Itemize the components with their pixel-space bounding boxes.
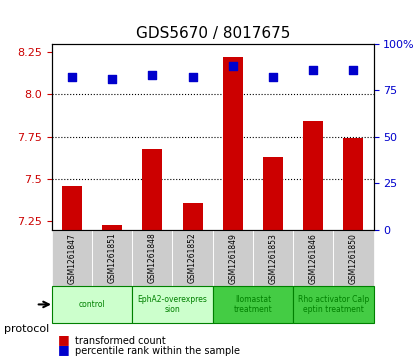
Text: Rho activator Calp
eptin treatment: Rho activator Calp eptin treatment xyxy=(298,295,369,314)
Point xyxy=(109,76,115,82)
Point xyxy=(189,74,196,80)
Text: GSM1261852: GSM1261852 xyxy=(188,233,197,284)
Text: GSM1261851: GSM1261851 xyxy=(107,233,117,284)
FancyBboxPatch shape xyxy=(52,230,92,286)
FancyBboxPatch shape xyxy=(253,230,293,286)
Text: EphA2-overexpres
sion: EphA2-overexpres sion xyxy=(137,295,208,314)
FancyBboxPatch shape xyxy=(52,286,132,323)
Bar xyxy=(303,122,323,230)
Bar xyxy=(343,138,364,230)
Bar xyxy=(102,225,122,230)
Text: Ilomastat
treatment: Ilomastat treatment xyxy=(234,295,272,314)
Point xyxy=(149,72,156,78)
Text: GSM1261847: GSM1261847 xyxy=(68,233,76,284)
Text: GSM1261846: GSM1261846 xyxy=(309,233,318,284)
Text: ■: ■ xyxy=(58,333,70,346)
FancyBboxPatch shape xyxy=(333,230,374,286)
FancyBboxPatch shape xyxy=(132,230,173,286)
FancyBboxPatch shape xyxy=(173,230,213,286)
Bar xyxy=(223,57,243,230)
Text: transformed count: transformed count xyxy=(75,336,166,346)
Text: protocol: protocol xyxy=(4,323,49,334)
FancyBboxPatch shape xyxy=(293,230,333,286)
Text: GSM1261848: GSM1261848 xyxy=(148,233,157,284)
FancyBboxPatch shape xyxy=(213,230,253,286)
Point xyxy=(310,67,317,73)
Bar xyxy=(142,148,162,230)
Text: GSM1261849: GSM1261849 xyxy=(228,233,237,284)
Text: GSM1261853: GSM1261853 xyxy=(269,233,278,284)
FancyBboxPatch shape xyxy=(293,286,374,323)
FancyBboxPatch shape xyxy=(132,286,213,323)
Text: GSM1261850: GSM1261850 xyxy=(349,233,358,284)
FancyBboxPatch shape xyxy=(92,230,132,286)
Bar xyxy=(62,186,82,230)
Point xyxy=(270,74,276,80)
Point xyxy=(68,74,75,80)
FancyBboxPatch shape xyxy=(213,286,293,323)
Bar xyxy=(263,157,283,230)
Bar xyxy=(183,203,203,230)
Text: control: control xyxy=(79,300,105,309)
Point xyxy=(229,63,236,69)
Text: ■: ■ xyxy=(58,343,70,356)
Text: percentile rank within the sample: percentile rank within the sample xyxy=(75,346,240,356)
Point xyxy=(350,67,357,73)
Title: GDS5670 / 8017675: GDS5670 / 8017675 xyxy=(136,26,290,41)
